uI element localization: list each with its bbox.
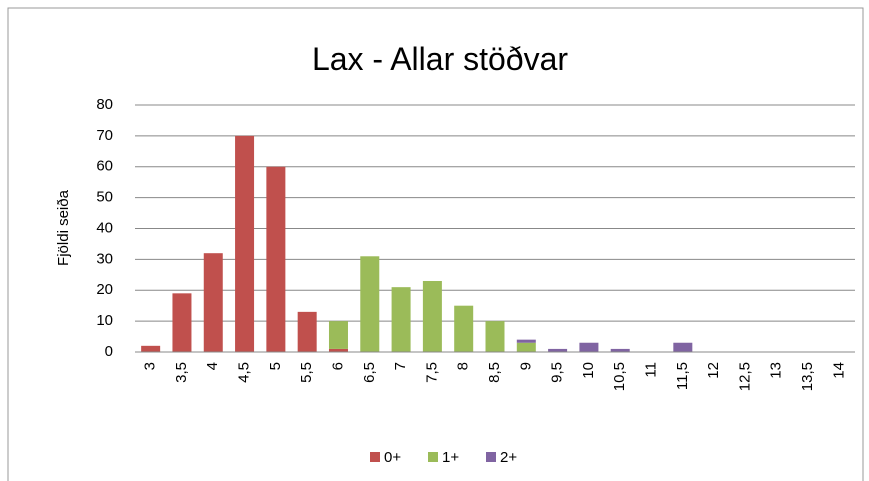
x-tick-label: 8: [455, 362, 472, 370]
bar: [516, 339, 536, 343]
x-tick-label: 6: [329, 362, 346, 370]
legend-swatch: [486, 452, 496, 462]
x-tick-label: 5: [267, 362, 284, 370]
y-tick-label: 30: [96, 250, 113, 267]
bar: [203, 253, 223, 352]
bar: [266, 166, 286, 352]
y-tick-label: 50: [96, 189, 113, 206]
legend-label: 0+: [384, 449, 401, 466]
bar: [360, 256, 380, 352]
x-tick-label: 3: [142, 362, 159, 370]
x-tick-label: 5,5: [298, 362, 315, 383]
x-tick-label: 6,5: [361, 362, 378, 383]
x-tick-label: 8,5: [486, 362, 503, 383]
x-tick-label: 11,5: [674, 362, 691, 390]
x-tick-label: 4: [204, 362, 221, 370]
bar: [328, 321, 348, 349]
x-tick-label: 13,5: [799, 362, 816, 391]
y-axis-label: Fjöldi seiða: [55, 189, 72, 266]
bar: [516, 342, 536, 352]
bar: [673, 342, 693, 352]
x-tick-label: 12: [705, 362, 722, 379]
bar: [141, 345, 161, 352]
y-tick-label: 10: [96, 312, 113, 329]
legend-swatch: [370, 452, 380, 462]
x-tick-label: 7: [392, 362, 409, 370]
x-tick-label: 10,5: [611, 362, 628, 391]
y-tick-label: 70: [96, 127, 113, 144]
bar: [235, 135, 255, 352]
chart-title: Lax - Allar stöðvar: [312, 41, 568, 77]
bar: [422, 280, 442, 352]
bar: [579, 342, 599, 352]
x-tick-label: 9: [517, 362, 534, 370]
x-tick-label: 10: [580, 362, 597, 379]
x-tick-label: 3,5: [173, 362, 190, 383]
bar: [297, 311, 317, 352]
x-tick-label: 14: [830, 362, 847, 379]
bar: [391, 287, 411, 352]
y-tick-label: 40: [96, 219, 113, 236]
bar: [454, 305, 474, 352]
bar: [485, 321, 505, 352]
chart-frame: [7, 7, 864, 481]
x-tick-label: 4,5: [236, 362, 253, 383]
legend-label: 2+: [500, 449, 517, 466]
x-tick-label: 11: [642, 362, 659, 378]
legend-swatch: [428, 452, 438, 462]
x-tick-label: 7,5: [423, 362, 440, 383]
y-tick-label: 20: [96, 281, 113, 298]
x-tick-label: 9,5: [549, 362, 566, 383]
bar: [548, 348, 568, 352]
y-tick-label: 0: [105, 343, 113, 360]
bar: [172, 293, 192, 352]
bar: [610, 348, 630, 352]
x-tick-label: 13: [768, 362, 785, 379]
x-tick-label: 12,5: [736, 362, 753, 391]
y-tick-label: 60: [96, 158, 113, 175]
legend-label: 1+: [442, 449, 459, 466]
y-tick-label: 80: [96, 96, 113, 113]
bar: [328, 348, 348, 352]
